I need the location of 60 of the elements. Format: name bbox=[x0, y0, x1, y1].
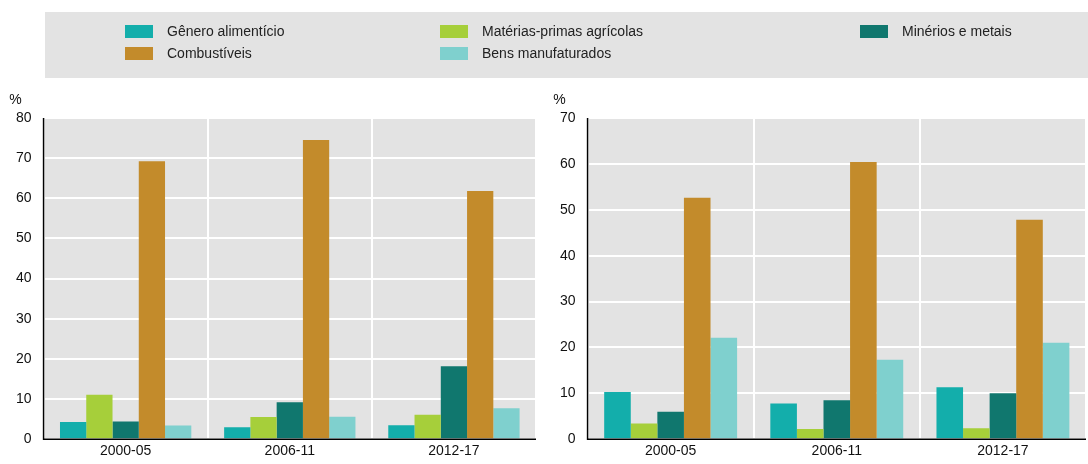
bar bbox=[250, 417, 277, 439]
bar bbox=[936, 387, 964, 439]
y-tick-label: 80 bbox=[15, 108, 32, 125]
y-tick-label: 10 bbox=[559, 384, 576, 401]
y-tick-label: 70 bbox=[15, 149, 32, 166]
bar bbox=[493, 408, 520, 439]
y-tick-label: 10 bbox=[15, 389, 32, 406]
bar bbox=[440, 366, 468, 439]
y-axis-title: % bbox=[553, 90, 566, 107]
x-tick-label: 2012-17 bbox=[977, 442, 1029, 459]
bar bbox=[388, 425, 415, 439]
y-tick-label: 20 bbox=[559, 338, 576, 355]
y-tick-label: 60 bbox=[559, 154, 576, 171]
bar bbox=[302, 140, 330, 439]
legend-label: Minérios e metais bbox=[902, 23, 1012, 39]
bar bbox=[850, 162, 877, 439]
x-tick-label: 2000-05 bbox=[99, 442, 152, 459]
y-tick-label: 50 bbox=[559, 200, 576, 217]
y-tick-label: 0 bbox=[23, 430, 32, 447]
y-tick-label: 30 bbox=[15, 309, 32, 326]
bar bbox=[770, 403, 797, 439]
x-tick-label: 2012-17 bbox=[428, 442, 480, 459]
y-tick-label: 60 bbox=[15, 189, 32, 206]
bar bbox=[630, 423, 658, 439]
bar bbox=[86, 394, 113, 439]
y-tick-label: 50 bbox=[15, 229, 32, 246]
y-tick-label: 40 bbox=[559, 246, 576, 263]
bar bbox=[1042, 342, 1070, 439]
x-tick-label: 2006-11 bbox=[264, 442, 316, 459]
bar bbox=[796, 429, 824, 439]
bar bbox=[467, 191, 494, 439]
bar bbox=[276, 402, 303, 439]
bar bbox=[329, 416, 356, 439]
y-tick-label: 30 bbox=[559, 292, 576, 309]
bar bbox=[414, 414, 441, 439]
bar bbox=[989, 393, 1017, 439]
y-tick-label: 20 bbox=[15, 349, 32, 366]
x-tick-label: 2000-05 bbox=[644, 442, 697, 459]
bar bbox=[710, 337, 738, 439]
y-tick-label: 40 bbox=[15, 269, 32, 286]
legend-label: Matérias-primas agrícolas bbox=[482, 23, 644, 39]
bar bbox=[138, 161, 166, 439]
bar bbox=[1016, 219, 1043, 439]
bar bbox=[165, 425, 192, 439]
bar bbox=[59, 421, 87, 439]
bar bbox=[823, 400, 851, 439]
bar bbox=[683, 197, 711, 439]
bar bbox=[112, 421, 139, 439]
bar bbox=[876, 359, 904, 439]
x-tick-label: 2006-11 bbox=[811, 442, 863, 459]
y-axis-title: % bbox=[9, 90, 22, 107]
legend-label: Combustíveis bbox=[167, 45, 252, 61]
bar bbox=[604, 391, 631, 439]
bar bbox=[224, 427, 251, 439]
bar bbox=[657, 411, 684, 439]
y-tick-label: 0 bbox=[567, 430, 576, 447]
legend-label: Gênero alimentício bbox=[167, 23, 285, 39]
bar bbox=[963, 428, 990, 439]
y-tick-label: 70 bbox=[559, 108, 576, 125]
legend-label: Bens manufaturados bbox=[482, 45, 612, 61]
